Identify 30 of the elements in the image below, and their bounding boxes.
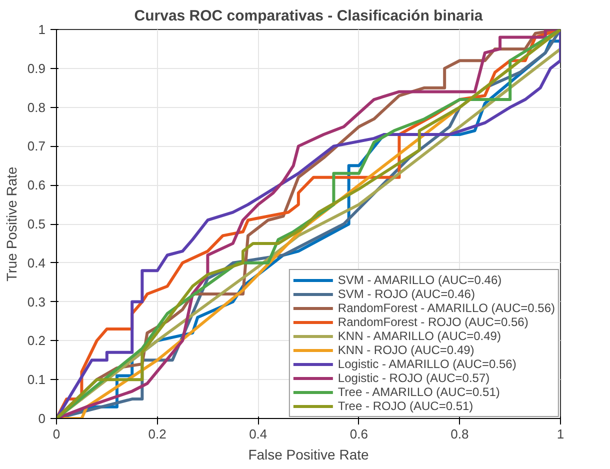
chart-title: Curvas ROC comparativas - Clasificación binaria	[134, 8, 484, 24]
x-tick-label: 0.2	[148, 426, 166, 442]
y-tick-label: 0.9	[27, 60, 46, 76]
y-tick-label: 0.7	[27, 138, 46, 154]
legend-label: KNN - ROJO (AUC=0.49)	[338, 343, 474, 357]
y-tick-label: 0.4	[27, 255, 46, 270]
x-tick-label: 0.6	[350, 426, 368, 442]
x-axis-title: False Positive Rate	[248, 446, 370, 462]
y-tick-label: 0.2	[27, 333, 46, 348]
x-tick-label: 0.8	[450, 426, 469, 442]
x-tick-label: 1	[556, 426, 564, 442]
legend-label: Logistic - AMARILLO (AUC=0.56)	[338, 357, 516, 371]
legend-label: Tree - ROJO (AUC=0.51)	[338, 399, 474, 413]
legend-label: Logistic - ROJO (AUC=0.57)	[338, 371, 490, 385]
legend-label: SVM - ROJO (AUC=0.46)	[338, 287, 475, 301]
x-tick-label: 0	[52, 426, 60, 442]
legend-label: KNN - AMARILLO (AUC=0.49)	[338, 329, 501, 343]
y-tick-label: 0.5	[27, 216, 46, 232]
x-tick-label: 0.4	[249, 426, 268, 442]
y-tick-label: 0.3	[27, 294, 46, 310]
legend-label: RandomForest - AMARILLO (AUC=0.56)	[338, 301, 555, 315]
y-tick-label: 0.8	[27, 100, 46, 115]
legend-label: SVM - AMARILLO (AUC=0.46)	[338, 273, 502, 287]
y-tick-label: 0.1	[27, 372, 46, 388]
y-tick-label: 0.6	[27, 178, 46, 193]
y-axis-title: True Positive Rate	[3, 166, 20, 282]
legend-label: RandomForest - ROJO (AUC=0.56)	[338, 315, 528, 329]
legend-label: Tree - AMARILLO (AUC=0.51)	[338, 385, 500, 399]
y-tick-label: 1	[38, 22, 46, 37]
y-tick-label: 0	[38, 411, 46, 426]
